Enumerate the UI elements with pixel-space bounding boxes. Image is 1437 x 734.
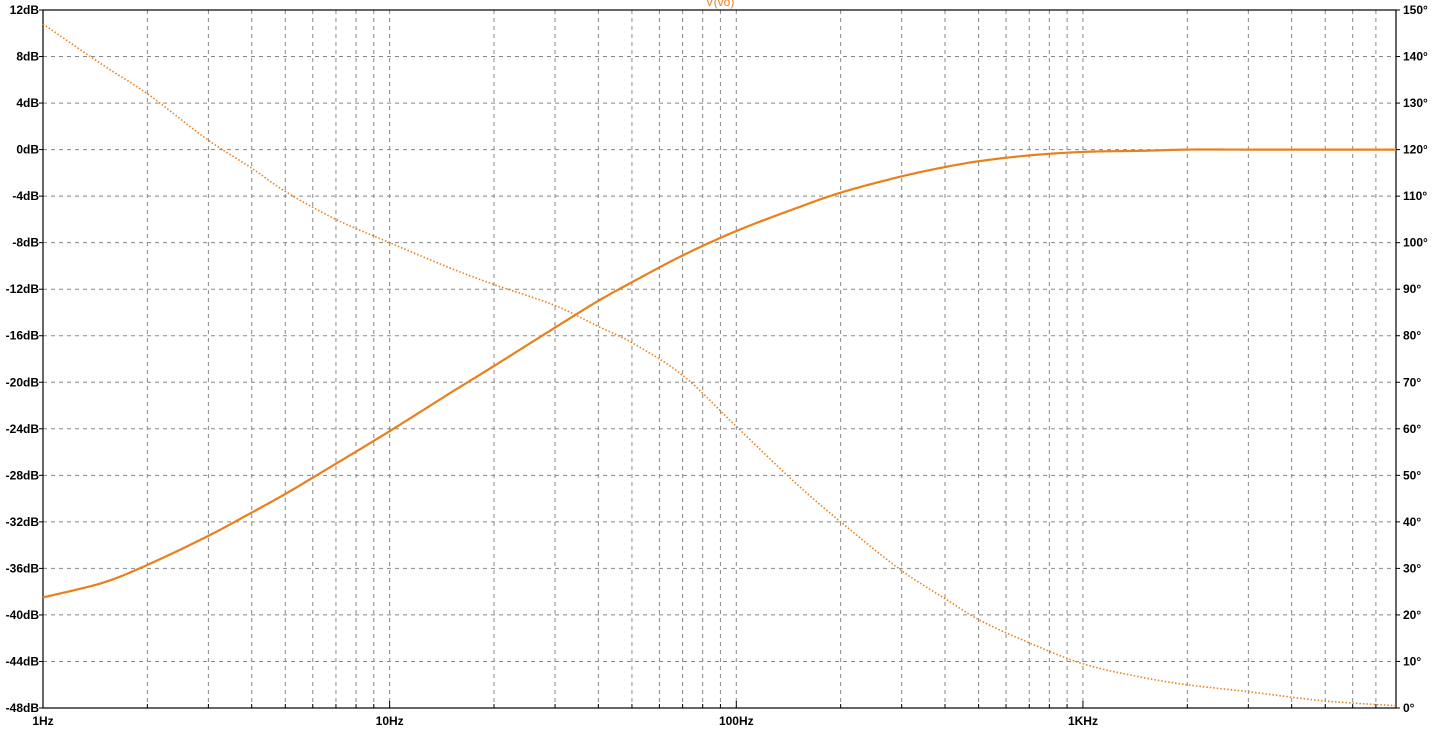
series-layer: [42, 23, 1397, 707]
grid-lines: [43, 10, 1396, 708]
magnitude-trace: [42, 148, 1396, 599]
y-left-tick-label: -32dB: [6, 515, 40, 529]
plot-frame: [42, 9, 1397, 709]
y-left-tick-label: -40dB: [6, 608, 40, 622]
y-right-tick-label: 70°: [1403, 375, 1421, 389]
y-left-tick-label: -24dB: [6, 422, 40, 436]
y-right-tick-label: 130°: [1403, 96, 1428, 110]
y-left-tick-label: -28dB: [6, 468, 40, 482]
y-left-tick-label: -48dB: [6, 701, 40, 715]
trace-title: V(vo): [706, 0, 735, 9]
y-right-tick-label: 0°: [1403, 701, 1415, 715]
y-left-tick-label: 0dB: [16, 143, 39, 157]
axis-ticks: [39, 9, 1400, 709]
y-left-tick-label: -8dB: [12, 236, 39, 250]
y-left-tick-label: 8dB: [16, 50, 39, 64]
y-right-tick-label: 140°: [1403, 50, 1428, 64]
y-left-tick-label: -36dB: [6, 561, 40, 575]
y-left-tick-label: -12dB: [6, 282, 40, 296]
y-right-tick-label: 120°: [1403, 143, 1428, 157]
y-right-tick-label: 80°: [1403, 329, 1421, 343]
y-right-tick-label: 90°: [1403, 282, 1421, 296]
y-right-axis-labels: 150° 140° 130° 120° 110° 100° 90° 80° 70° 60° 50° 4…: [1403, 3, 1428, 715]
y-left-tick-label: -20dB: [6, 375, 40, 389]
y-left-tick-label: -44dB: [6, 654, 40, 668]
y-left-axis-labels: 12dB 8dB 4dB 0dB -4dB -8dB -12dB -16dB -20dB -24d…: [6, 3, 40, 715]
y-right-tick-label: 20°: [1403, 608, 1421, 622]
x-tick-label: 1Hz: [32, 714, 53, 728]
y-left-tick-label: -4dB: [12, 189, 39, 203]
y-right-tick-label: 40°: [1403, 515, 1421, 529]
y-right-tick-label: 110°: [1403, 189, 1427, 203]
y-right-tick-label: 60°: [1403, 422, 1421, 436]
y-right-tick-label: 30°: [1403, 561, 1421, 575]
y-right-tick-label: 50°: [1403, 468, 1421, 482]
y-left-tick-label: 4dB: [16, 96, 39, 110]
y-left-tick-label: -16dB: [6, 329, 40, 343]
x-axis-labels: 1Hz 10Hz 100Hz 1KHz: [32, 714, 1098, 728]
x-tick-label: 10Hz: [376, 714, 404, 728]
y-right-tick-label: 150°: [1403, 3, 1428, 17]
phase-trace: [42, 23, 1397, 707]
y-left-tick-label: 12dB: [10, 3, 40, 17]
y-right-tick-label: 10°: [1403, 654, 1421, 668]
x-tick-label: 1KHz: [1068, 714, 1098, 728]
y-right-tick-label: 100°: [1403, 236, 1428, 250]
x-tick-label: 100Hz: [719, 714, 754, 728]
